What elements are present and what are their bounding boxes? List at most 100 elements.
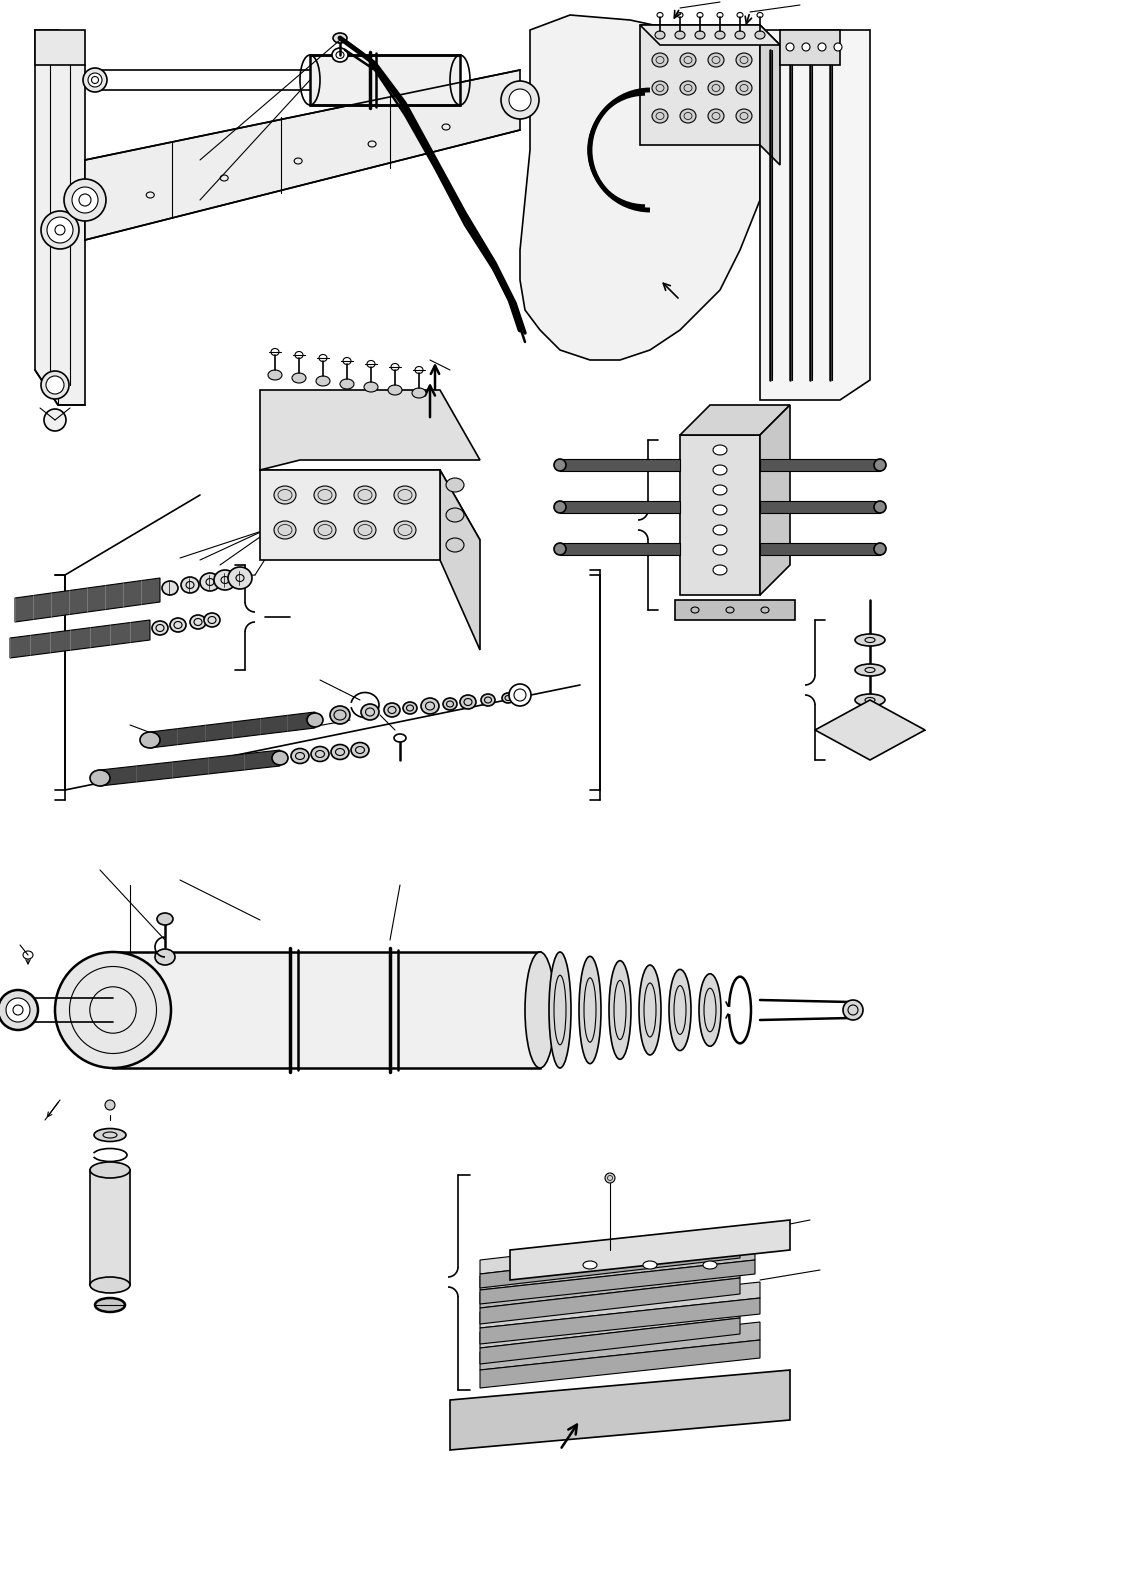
Polygon shape (760, 25, 780, 165)
Ellipse shape (330, 706, 350, 724)
Polygon shape (760, 458, 880, 471)
Ellipse shape (873, 501, 886, 513)
Ellipse shape (713, 565, 727, 575)
Ellipse shape (331, 745, 349, 759)
Ellipse shape (333, 33, 347, 43)
Ellipse shape (501, 80, 539, 120)
Ellipse shape (88, 72, 102, 87)
Ellipse shape (44, 410, 66, 432)
Polygon shape (760, 501, 880, 513)
Ellipse shape (205, 613, 220, 627)
Ellipse shape (843, 1000, 863, 1021)
Ellipse shape (802, 43, 810, 50)
Ellipse shape (46, 376, 64, 394)
Ellipse shape (181, 576, 199, 594)
Ellipse shape (394, 521, 416, 539)
Ellipse shape (652, 54, 668, 68)
Ellipse shape (605, 1173, 615, 1183)
Ellipse shape (72, 187, 98, 213)
Polygon shape (680, 405, 790, 435)
Ellipse shape (292, 748, 308, 764)
Ellipse shape (41, 211, 79, 249)
Polygon shape (815, 699, 925, 761)
Ellipse shape (273, 487, 296, 504)
Polygon shape (480, 1277, 740, 1325)
Ellipse shape (354, 487, 376, 504)
Ellipse shape (332, 47, 348, 61)
Ellipse shape (549, 951, 571, 1068)
Ellipse shape (47, 217, 73, 243)
Ellipse shape (340, 380, 354, 389)
Polygon shape (85, 69, 520, 239)
Ellipse shape (680, 80, 696, 94)
Ellipse shape (421, 698, 438, 713)
Polygon shape (260, 469, 440, 561)
Ellipse shape (95, 1298, 125, 1312)
Ellipse shape (90, 770, 110, 786)
Polygon shape (640, 25, 780, 46)
Polygon shape (35, 30, 85, 405)
Ellipse shape (713, 485, 727, 495)
Ellipse shape (709, 109, 724, 123)
Ellipse shape (643, 1262, 657, 1269)
Ellipse shape (713, 465, 727, 476)
Ellipse shape (140, 732, 160, 748)
Ellipse shape (94, 1129, 127, 1142)
Polygon shape (520, 16, 760, 361)
Ellipse shape (82, 68, 107, 91)
Ellipse shape (734, 32, 745, 39)
Ellipse shape (680, 54, 696, 68)
Ellipse shape (307, 713, 323, 728)
Ellipse shape (93, 1148, 127, 1161)
Polygon shape (560, 458, 680, 471)
Ellipse shape (855, 635, 885, 646)
Ellipse shape (709, 80, 724, 94)
Polygon shape (450, 1370, 790, 1451)
Ellipse shape (105, 1099, 115, 1110)
Polygon shape (10, 621, 150, 658)
Ellipse shape (351, 693, 379, 718)
Ellipse shape (364, 383, 379, 392)
Ellipse shape (818, 43, 826, 50)
Polygon shape (15, 578, 160, 622)
Ellipse shape (23, 951, 33, 959)
Ellipse shape (0, 991, 38, 1030)
Ellipse shape (703, 1262, 718, 1269)
Ellipse shape (834, 43, 842, 50)
Ellipse shape (502, 693, 514, 702)
Ellipse shape (268, 370, 282, 380)
Ellipse shape (446, 477, 464, 491)
Ellipse shape (446, 539, 464, 551)
Ellipse shape (354, 521, 376, 539)
Ellipse shape (638, 965, 661, 1055)
Ellipse shape (713, 506, 727, 515)
Ellipse shape (481, 695, 495, 706)
Ellipse shape (736, 109, 751, 123)
Polygon shape (480, 1262, 740, 1307)
Ellipse shape (873, 458, 886, 471)
Polygon shape (510, 1221, 790, 1280)
Ellipse shape (755, 32, 765, 39)
Ellipse shape (162, 581, 179, 595)
Polygon shape (760, 30, 870, 400)
Ellipse shape (655, 32, 664, 39)
Polygon shape (680, 435, 760, 595)
Ellipse shape (583, 1262, 597, 1269)
Ellipse shape (55, 951, 171, 1068)
Polygon shape (35, 30, 85, 65)
Polygon shape (480, 1318, 740, 1364)
Ellipse shape (675, 32, 685, 39)
Ellipse shape (680, 109, 696, 123)
Ellipse shape (736, 54, 751, 68)
Polygon shape (480, 1260, 755, 1304)
Ellipse shape (170, 617, 186, 632)
Ellipse shape (713, 524, 727, 536)
Ellipse shape (157, 913, 173, 925)
Ellipse shape (855, 695, 885, 706)
Polygon shape (90, 1170, 130, 1285)
Polygon shape (260, 391, 480, 469)
Polygon shape (480, 1244, 740, 1288)
Polygon shape (480, 1298, 760, 1343)
Ellipse shape (669, 969, 692, 1051)
Ellipse shape (394, 734, 406, 742)
